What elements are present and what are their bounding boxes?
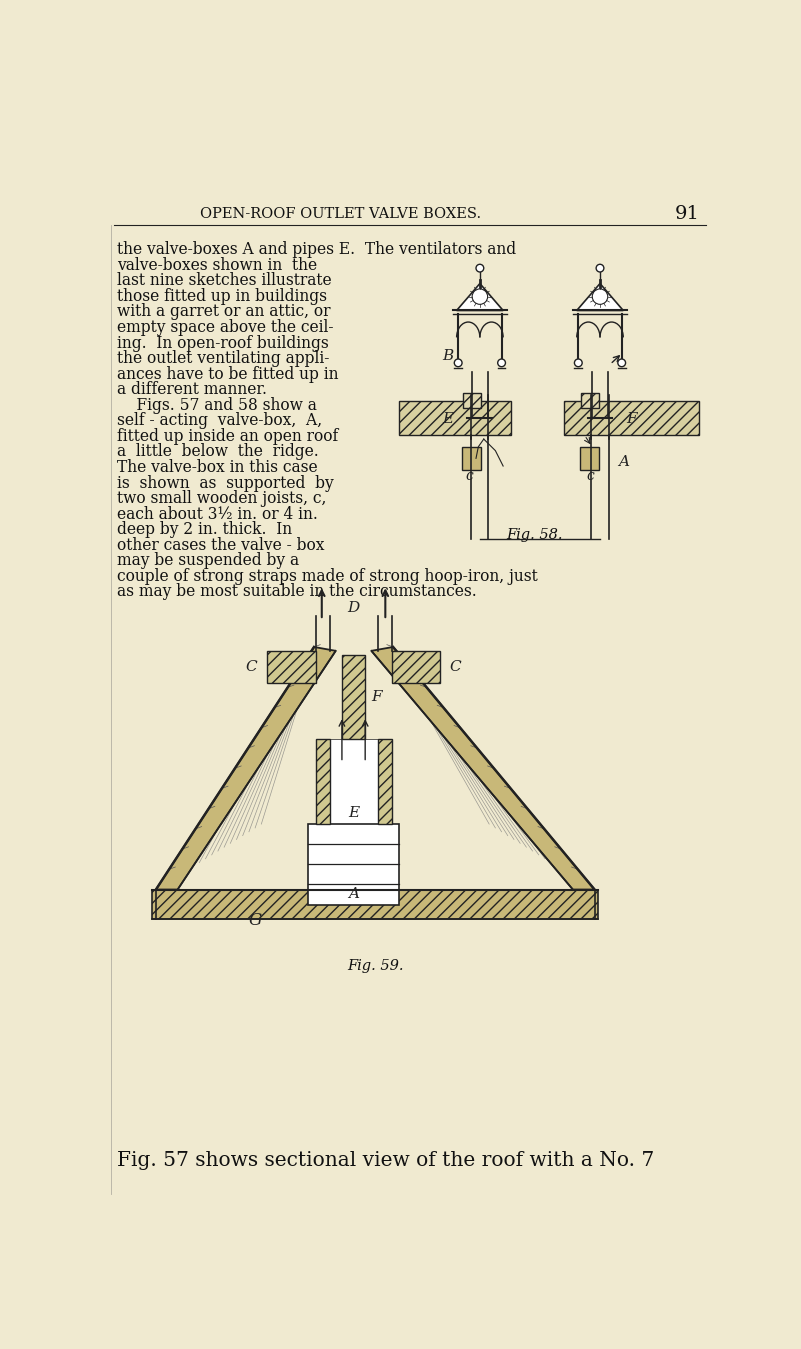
- Text: Fig. 57 shows sectional view of the roof with a No. 7: Fig. 57 shows sectional view of the roof…: [117, 1151, 654, 1171]
- Text: Fig. 59.: Fig. 59.: [347, 959, 404, 973]
- Text: a different manner.: a different manner.: [117, 382, 268, 398]
- Polygon shape: [457, 283, 503, 310]
- Text: The valve-box in this case: The valve-box in this case: [117, 459, 318, 476]
- Polygon shape: [372, 648, 594, 889]
- Text: last nine sketches illustrate: last nine sketches illustrate: [117, 272, 332, 289]
- Circle shape: [472, 289, 488, 305]
- Text: may be suspended by a: may be suspended by a: [117, 552, 300, 569]
- Polygon shape: [156, 648, 336, 889]
- Text: two small wooden joists, c,: two small wooden joists, c,: [117, 490, 327, 507]
- Bar: [399, 401, 511, 436]
- Circle shape: [574, 359, 582, 367]
- Text: c: c: [465, 469, 473, 483]
- Text: those fitted up in buildings: those fitted up in buildings: [117, 287, 327, 305]
- Text: ing.  In open-roof buildings: ing. In open-roof buildings: [117, 335, 329, 352]
- Text: E: E: [442, 411, 453, 426]
- Bar: [152, 889, 598, 919]
- Text: F: F: [626, 411, 637, 426]
- Text: C: C: [449, 660, 461, 674]
- Text: 91: 91: [675, 205, 700, 223]
- Text: each about 3½ in. or 4 in.: each about 3½ in. or 4 in.: [117, 506, 318, 522]
- Circle shape: [596, 264, 604, 272]
- Bar: [342, 654, 365, 739]
- Bar: [308, 824, 399, 905]
- Text: valve-boxes shown in  the: valve-boxes shown in the: [117, 256, 317, 274]
- Bar: [329, 739, 377, 824]
- Text: D: D: [348, 602, 360, 615]
- Bar: [377, 739, 392, 824]
- Text: c: c: [586, 469, 594, 483]
- Text: as may be most suitable in the circumstances.: as may be most suitable in the circumsta…: [117, 583, 477, 600]
- Text: is  shown  as  supported  by: is shown as supported by: [117, 475, 334, 491]
- Bar: [564, 401, 699, 436]
- Text: OPEN-ROOF OUTLET VALVE BOXES.: OPEN-ROOF OUTLET VALVE BOXES.: [199, 208, 481, 221]
- Text: with a garret or an attic, or: with a garret or an attic, or: [117, 304, 331, 321]
- Text: Figs. 57 and 58 show a: Figs. 57 and 58 show a: [117, 397, 317, 414]
- Bar: [267, 650, 316, 683]
- Text: a  little  below  the  ridge.: a little below the ridge.: [117, 444, 319, 460]
- Bar: [463, 393, 481, 409]
- Text: couple of strong straps made of strong hoop-iron, just: couple of strong straps made of strong h…: [117, 568, 538, 585]
- Bar: [316, 739, 329, 824]
- Text: fitted up inside an open roof: fitted up inside an open roof: [117, 428, 339, 445]
- Text: F: F: [372, 691, 382, 704]
- Text: other cases the valve - box: other cases the valve - box: [117, 537, 324, 553]
- Circle shape: [592, 289, 608, 305]
- Bar: [462, 447, 481, 469]
- Text: the outlet ventilating appli-: the outlet ventilating appli-: [117, 351, 329, 367]
- Circle shape: [476, 264, 484, 272]
- Text: self - acting  valve-box,  A,: self - acting valve-box, A,: [117, 413, 322, 429]
- Polygon shape: [577, 283, 623, 310]
- Text: deep by 2 in. thick.  In: deep by 2 in. thick. In: [117, 521, 292, 538]
- Text: C: C: [246, 660, 257, 674]
- Text: B: B: [442, 349, 453, 363]
- Text: the valve-boxes A and pipes E.  The ventilators and: the valve-boxes A and pipes E. The venti…: [117, 241, 517, 258]
- Text: A: A: [348, 888, 359, 901]
- Circle shape: [618, 359, 626, 367]
- Text: G: G: [248, 912, 262, 929]
- Bar: [581, 393, 599, 409]
- Bar: [392, 650, 441, 683]
- Bar: [580, 447, 599, 469]
- Text: empty space above the ceil-: empty space above the ceil-: [117, 318, 334, 336]
- Text: ances have to be fitted up in: ances have to be fitted up in: [117, 366, 339, 383]
- Text: E: E: [348, 805, 359, 820]
- Circle shape: [497, 359, 505, 367]
- Circle shape: [454, 359, 462, 367]
- Text: A: A: [618, 455, 629, 469]
- Text: Fig. 58.: Fig. 58.: [506, 527, 562, 542]
